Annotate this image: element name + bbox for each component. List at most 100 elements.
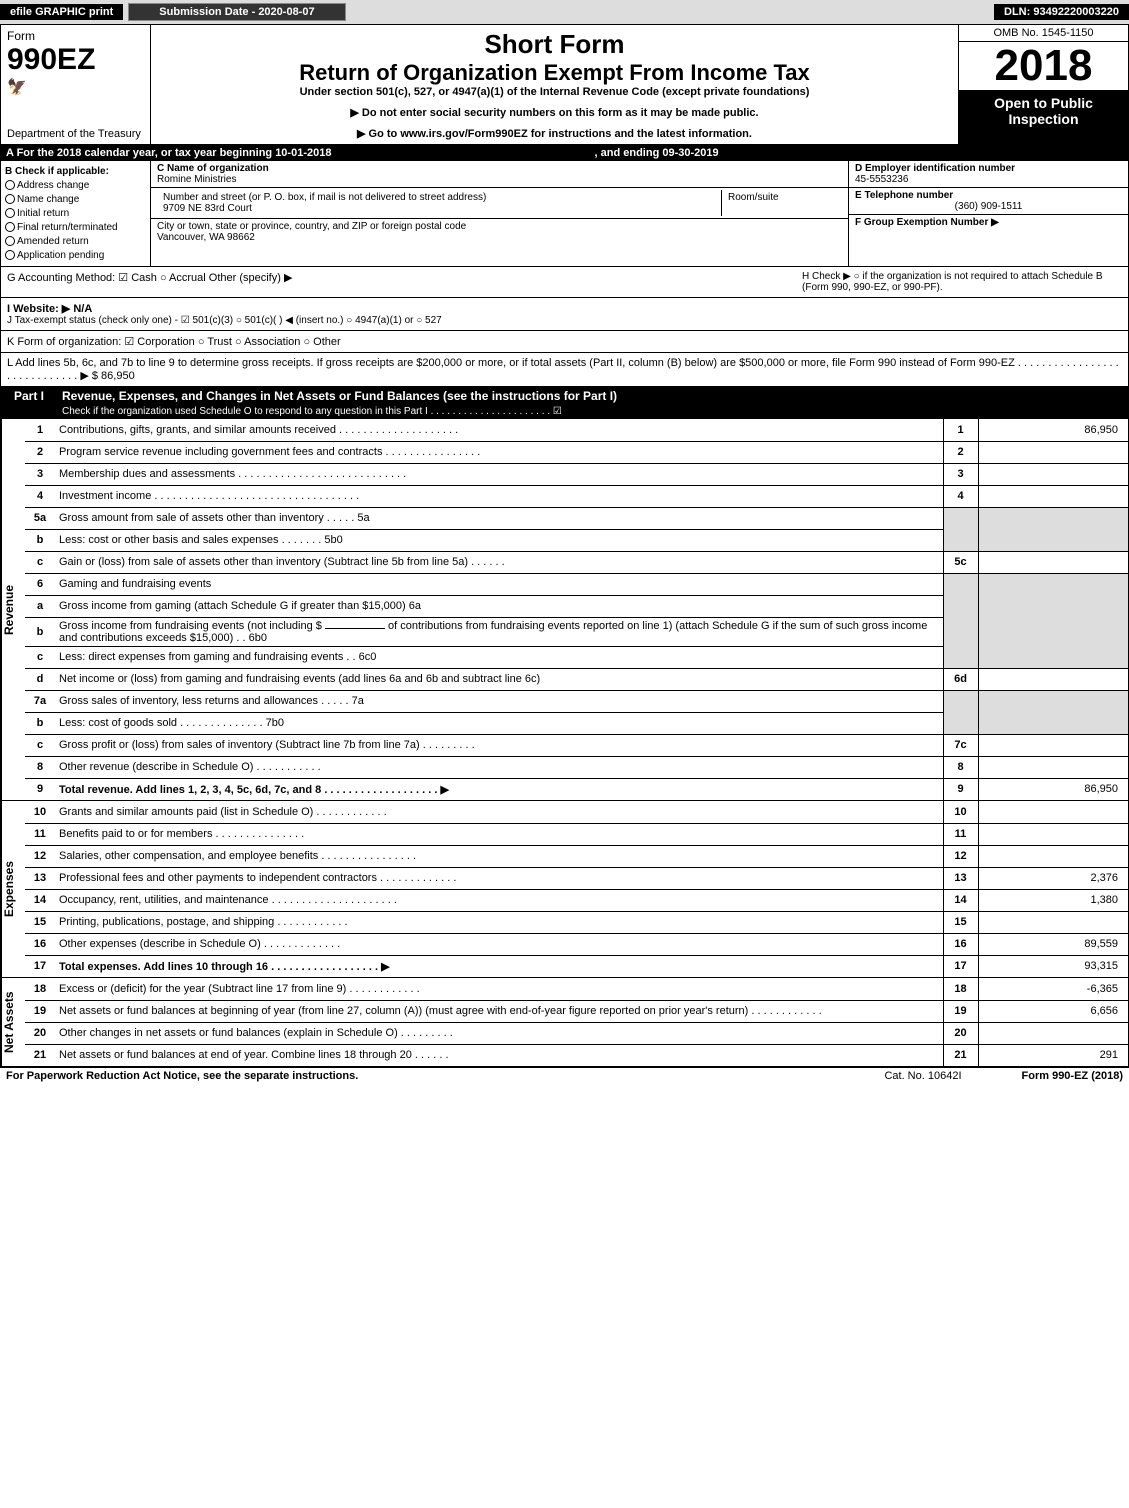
footer-cat-no: Cat. No. 10642I xyxy=(884,1070,961,1082)
box-def: D Employer identification number 45-5553… xyxy=(848,161,1128,266)
org-name-label: C Name of organization xyxy=(157,163,269,174)
row-k: K Form of organization: ☑ Corporation ○ … xyxy=(0,331,1129,353)
street-label: Number and street (or P. O. box, if mail… xyxy=(163,192,486,203)
line-16: 16Other expenses (describe in Schedule O… xyxy=(25,933,1128,955)
website-row: I Website: ▶ N/A xyxy=(7,302,1122,315)
box-f: F Group Exemption Number ▶ xyxy=(849,215,1128,230)
line-6d: dNet income or (loss) from gaming and fu… xyxy=(25,668,1128,690)
line-2: 2Program service revenue including gover… xyxy=(25,441,1128,463)
city-label: City or town, state or province, country… xyxy=(157,221,466,232)
part-1-label: Part I xyxy=(6,389,52,417)
box-e: E Telephone number (360) 909-1511 xyxy=(849,188,1128,215)
org-name-value: Romine Ministries xyxy=(157,174,236,185)
dln-label: DLN: 93492220003220 xyxy=(994,4,1129,20)
line-21: 21Net assets or fund balances at end of … xyxy=(25,1044,1128,1066)
row-g-h: G Accounting Method: ☑ Cash ○ Accrual Ot… xyxy=(0,267,1129,298)
checkbox-name-change[interactable]: Name change xyxy=(5,194,146,205)
tax-year: 2018 xyxy=(959,42,1128,91)
group-exemption-label: F Group Exemption Number ▶ xyxy=(855,217,999,228)
street-value: 9709 NE 83rd Court xyxy=(163,203,252,214)
revenue-tab: Revenue xyxy=(1,419,25,800)
line-5a: 5aGross amount from sale of assets other… xyxy=(25,507,1128,529)
line-11: 11Benefits paid to or for members . . . … xyxy=(25,823,1128,845)
period-begin: A For the 2018 calendar year, or tax yea… xyxy=(6,147,331,159)
street-row: Number and street (or P. O. box, if mail… xyxy=(151,188,848,219)
line-9: 9Total revenue. Add lines 1, 2, 3, 4, 5c… xyxy=(25,778,1128,800)
room-label: Room/suite xyxy=(728,192,779,203)
open-to-public: Open to Public Inspection xyxy=(959,91,1128,144)
top-bar: efile GRAPHIC print Submission Date - 20… xyxy=(0,0,1129,24)
line-8: 8Other revenue (describe in Schedule O) … xyxy=(25,756,1128,778)
tax-exempt-status: J Tax-exempt status (check only one) - ☑… xyxy=(7,315,1122,326)
form-word: Form xyxy=(7,29,144,43)
header-left: Form 990EZ 🦅 Department of the Treasury xyxy=(1,25,151,144)
org-name-row: C Name of organization Romine Ministries xyxy=(151,161,848,188)
line-15: 15Printing, publications, postage, and s… xyxy=(25,911,1128,933)
box-c: C Name of organization Romine Ministries… xyxy=(151,161,848,266)
expenses-table: 10Grants and similar amounts paid (list … xyxy=(25,801,1128,977)
box-d: D Employer identification number 45-5553… xyxy=(849,161,1128,188)
omb-number: OMB No. 1545-1150 xyxy=(959,25,1128,42)
line-4: 4Investment income . . . . . . . . . . .… xyxy=(25,485,1128,507)
row-l: L Add lines 5b, 6c, and 7b to line 9 to … xyxy=(0,353,1129,387)
line-7c: cGross profit or (loss) from sales of in… xyxy=(25,734,1128,756)
expenses-section: Expenses 10Grants and similar amounts pa… xyxy=(0,801,1129,978)
line-10: 10Grants and similar amounts paid (list … xyxy=(25,801,1128,823)
net-assets-table: 18Excess or (deficit) for the year (Subt… xyxy=(25,978,1128,1066)
under-section-text: Under section 501(c), 527, or 4947(a)(1)… xyxy=(161,86,948,98)
revenue-table: 1Contributions, gifts, grants, and simil… xyxy=(25,419,1128,800)
line-5c: cGain or (loss) from sale of assets othe… xyxy=(25,551,1128,573)
line-3: 3Membership dues and assessments . . . .… xyxy=(25,463,1128,485)
line-20: 20Other changes in net assets or fund ba… xyxy=(25,1022,1128,1044)
ein-label: D Employer identification number xyxy=(855,163,1015,174)
entity-info-block: B Check if applicable: Address change Na… xyxy=(0,161,1129,267)
goto-link[interactable]: ▶ Go to www.irs.gov/Form990EZ for instru… xyxy=(161,127,948,140)
ssn-warning: ▶ Do not enter social security numbers o… xyxy=(161,106,948,119)
checkbox-initial-return[interactable]: Initial return xyxy=(5,208,146,219)
part-1-title: Revenue, Expenses, and Changes in Net As… xyxy=(62,389,617,403)
accounting-method: G Accounting Method: ☑ Cash ○ Accrual Ot… xyxy=(7,271,802,293)
revenue-section: Revenue 1Contributions, gifts, grants, a… xyxy=(0,419,1129,801)
checkbox-application-pending[interactable]: Application pending xyxy=(5,250,146,261)
line-1: 1Contributions, gifts, grants, and simil… xyxy=(25,419,1128,441)
header-middle: Short Form Return of Organization Exempt… xyxy=(151,25,958,144)
part-1-header: Part I Revenue, Expenses, and Changes in… xyxy=(0,387,1129,419)
header-right: OMB No. 1545-1150 2018 Open to Public In… xyxy=(958,25,1128,144)
city-row: City or town, state or province, country… xyxy=(151,219,848,245)
phone-label: E Telephone number xyxy=(855,190,953,201)
checkbox-address-change[interactable]: Address change xyxy=(5,180,146,191)
irs-eagle-icon: 🦅 xyxy=(7,77,144,97)
row-i-j: I Website: ▶ N/A J Tax-exempt status (ch… xyxy=(0,298,1129,331)
net-assets-section: Net Assets 18Excess or (deficit) for the… xyxy=(0,978,1129,1067)
form-header: Form 990EZ 🦅 Department of the Treasury … xyxy=(0,24,1129,145)
box-b-title: B Check if applicable: xyxy=(5,166,146,177)
box-b: B Check if applicable: Address change Na… xyxy=(1,161,151,266)
line-18: 18Excess or (deficit) for the year (Subt… xyxy=(25,978,1128,1000)
line-6: 6Gaming and fundraising events xyxy=(25,573,1128,595)
checkbox-final-return[interactable]: Final return/terminated xyxy=(5,222,146,233)
line-17: 17Total expenses. Add lines 10 through 1… xyxy=(25,955,1128,977)
footer-form-ref: Form 990-EZ (2018) xyxy=(1022,1070,1123,1082)
row-l-value: 86,950 xyxy=(101,370,135,382)
submission-date: Submission Date - 2020-08-07 xyxy=(128,3,345,21)
page-footer: For Paperwork Reduction Act Notice, see … xyxy=(0,1067,1129,1084)
efile-print-label[interactable]: efile GRAPHIC print xyxy=(0,4,123,20)
line-7a: 7aGross sales of inventory, less returns… xyxy=(25,690,1128,712)
return-title: Return of Organization Exempt From Incom… xyxy=(161,60,948,86)
expenses-tab: Expenses xyxy=(1,801,25,977)
part-1-check-note: Check if the organization used Schedule … xyxy=(62,406,562,417)
period-row: A For the 2018 calendar year, or tax yea… xyxy=(0,145,1129,161)
ein-value: 45-5553236 xyxy=(855,174,908,185)
schedule-b-check: H Check ▶ ○ if the organization is not r… xyxy=(802,271,1122,293)
phone-value: (360) 909-1511 xyxy=(855,201,1122,212)
row-l-text: L Add lines 5b, 6c, and 7b to line 9 to … xyxy=(7,357,1119,382)
line-14: 14Occupancy, rent, utilities, and mainte… xyxy=(25,889,1128,911)
short-form-title: Short Form xyxy=(161,29,948,60)
footer-left: For Paperwork Reduction Act Notice, see … xyxy=(6,1070,358,1082)
checkbox-amended-return[interactable]: Amended return xyxy=(5,236,146,247)
form-number: 990EZ xyxy=(7,43,144,77)
line-19: 19Net assets or fund balances at beginni… xyxy=(25,1000,1128,1022)
period-end: , and ending 09-30-2019 xyxy=(595,147,719,159)
department-label: Department of the Treasury xyxy=(7,98,144,140)
city-value: Vancouver, WA 98662 xyxy=(157,232,255,243)
